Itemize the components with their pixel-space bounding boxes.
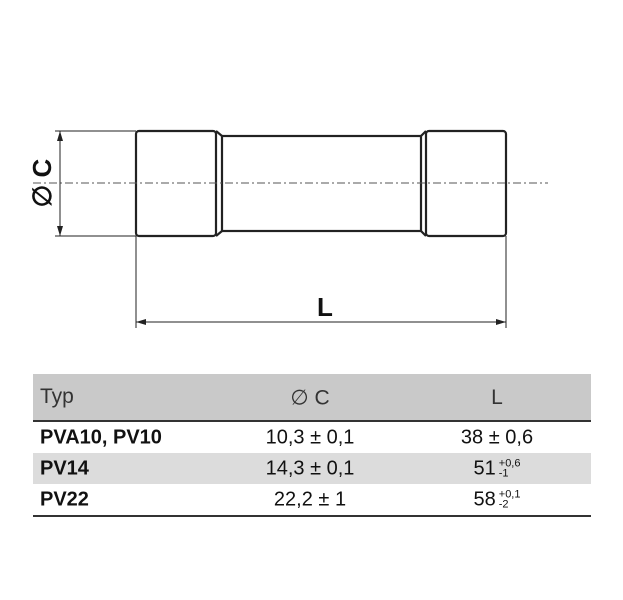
cell-length: 51 +0,6 -1 xyxy=(474,457,521,480)
length-tolerance: +0,1 -2 xyxy=(498,488,521,511)
cell-length: 58 +0,1 -2 xyxy=(474,488,521,511)
cell-typ: PV22 xyxy=(40,488,89,510)
dimensions-table: Typ ∅ C L PVA10, PV10 10,3 ± 0,1 38 ± 0,… xyxy=(33,374,591,517)
cell-length: 38 ± 0,6 xyxy=(460,426,534,448)
cell-diameter: 10,3 ± 0,1 xyxy=(265,426,355,448)
fuse-drawing: ∅ C L xyxy=(27,129,548,328)
table-header: Typ ∅ C L xyxy=(33,374,591,422)
table-row: PV14 14,3 ± 0,1 51 +0,6 -1 xyxy=(33,453,591,484)
tolerance-minus: -2 xyxy=(498,498,509,511)
header-length: L xyxy=(491,386,503,409)
header-diameter: ∅ C xyxy=(290,386,330,410)
tolerance-plus: +0,1 xyxy=(498,488,521,501)
length-nominal: 58 xyxy=(473,488,496,510)
length-nominal: 51 xyxy=(473,457,496,479)
header-typ: Typ xyxy=(40,385,74,408)
diameter-label: ∅ C xyxy=(27,158,57,207)
tolerance-plus: +0,6 xyxy=(498,457,521,470)
cell-diameter: 22,2 ± 1 xyxy=(273,488,347,510)
table-row: PVA10, PV10 10,3 ± 0,1 38 ± 0,6 xyxy=(33,422,591,453)
length-tolerance: +0,6 -1 xyxy=(498,457,521,480)
length-label: L xyxy=(317,292,333,322)
cell-typ: PVA10, PV10 xyxy=(40,426,162,448)
table-row: PV22 22,2 ± 1 58 +0,1 -2 xyxy=(33,484,591,517)
cell-diameter: 14,3 ± 0,1 xyxy=(265,457,355,479)
cell-typ: PV14 xyxy=(40,457,89,479)
tolerance-minus: -1 xyxy=(498,467,509,480)
